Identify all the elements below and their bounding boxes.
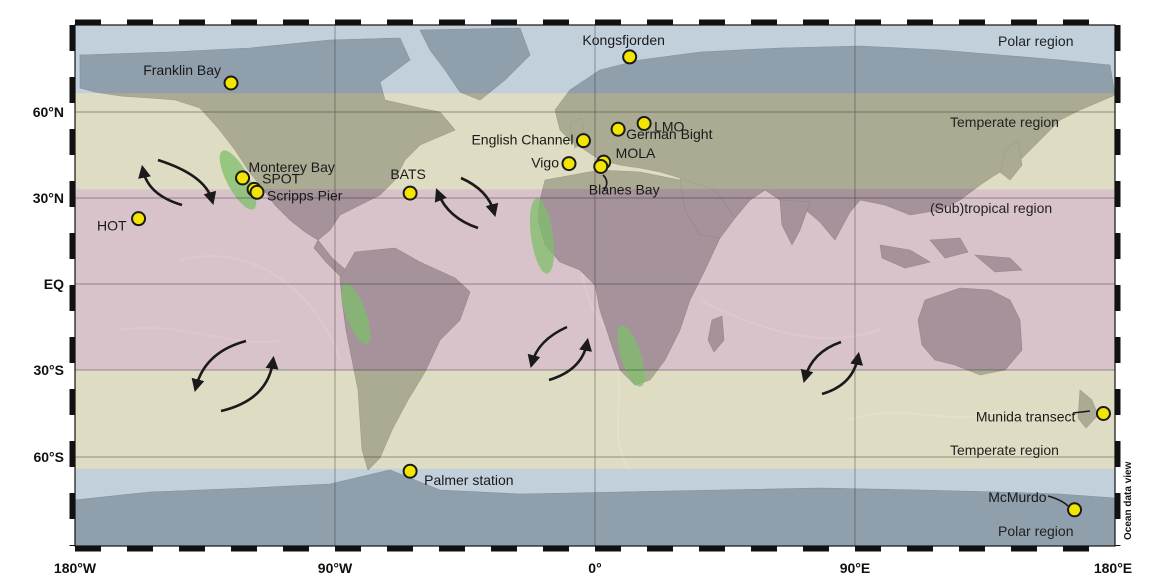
map-frame [74, 24, 1116, 547]
site-marker[interactable] [223, 75, 239, 91]
lat-label: 60°S [33, 449, 64, 465]
frame-dashes [69, 19, 1121, 552]
gyre-arrow [138, 164, 183, 207]
lon-label: 90°E [840, 560, 871, 576]
site-marker[interactable] [575, 133, 591, 149]
lon-label: 180°W [54, 560, 97, 576]
site-label: Scripps Pier [267, 187, 343, 203]
lon-label: 180°E [1094, 560, 1132, 576]
site-marker[interactable] [131, 211, 147, 227]
gyre-arrow [800, 340, 842, 384]
site-label: Kongsfjorden [582, 32, 665, 48]
lat-label: 30°N [33, 190, 64, 206]
gyre-arrow [527, 325, 568, 369]
site-label: HOT [97, 218, 127, 234]
gyre-arrow [191, 339, 247, 393]
gyre-arrow [548, 337, 592, 382]
site-marker[interactable] [636, 115, 652, 131]
region-label-polar-south: Polar region [998, 523, 1074, 539]
gyre-arrow [220, 355, 279, 413]
region-label-temperate-north: Temperate region [950, 114, 1059, 130]
site-label: Blanes Bay [589, 181, 660, 197]
site-marker[interactable] [235, 170, 251, 186]
site-marker[interactable] [1095, 406, 1111, 421]
ocean-data-view-credit: Ocean data view [1123, 461, 1134, 540]
site-marker[interactable] [622, 49, 638, 65]
canary-upwelling-zone [529, 198, 555, 274]
benguela-upwelling-zone [617, 325, 645, 387]
gyre-arrow [434, 188, 479, 230]
graticule [75, 25, 1115, 546]
gyre-arrow [460, 176, 499, 218]
site-label: LMO [654, 118, 684, 134]
region-labels: Polar region Temperate region (Sub)tropi… [930, 33, 1074, 539]
lat-label: EQ [44, 276, 64, 292]
longitude-axis: 180°W 90°W 0° 90°E 180°E [54, 560, 1132, 576]
site-label: Monterey Bay [249, 159, 335, 175]
site-label: Munida transect [976, 409, 1076, 425]
site-marker[interactable] [1067, 502, 1083, 518]
lon-label: 90°W [318, 560, 353, 576]
gyre-arrows [138, 158, 864, 413]
site-marker[interactable] [610, 121, 626, 137]
lon-label: 0° [588, 560, 601, 576]
site-marker[interactable] [402, 463, 418, 479]
site-label: McMurdo [988, 489, 1047, 505]
site-label: Franklin Bay [143, 62, 221, 78]
lat-label: 60°N [33, 104, 64, 120]
gyre-arrow [157, 158, 217, 206]
site-marker[interactable] [561, 156, 577, 172]
site-marker[interactable] [402, 185, 418, 201]
gyre-arrow [821, 351, 864, 396]
region-label-temperate-south: Temperate region [950, 442, 1059, 458]
site-label: BATS [390, 166, 426, 182]
region-label-subtropical: (Sub)tropical region [930, 200, 1052, 216]
site-label: German Bight [626, 126, 712, 142]
lat-label: 30°S [33, 362, 64, 378]
site-label: Vigo [531, 155, 559, 171]
site-label: English Channel [471, 132, 573, 148]
site-label: MOLA [616, 145, 656, 161]
region-label-polar-north: Polar region [998, 33, 1074, 49]
site-label: Palmer station [424, 472, 513, 488]
humboldt-upwelling-zone [341, 283, 371, 345]
site-marker[interactable] [593, 158, 609, 174]
site-label: SPOT [262, 170, 301, 186]
latitude-axis: 60°N 30°N EQ 30°S 60°S [33, 104, 64, 465]
site-marker[interactable] [249, 184, 265, 200]
